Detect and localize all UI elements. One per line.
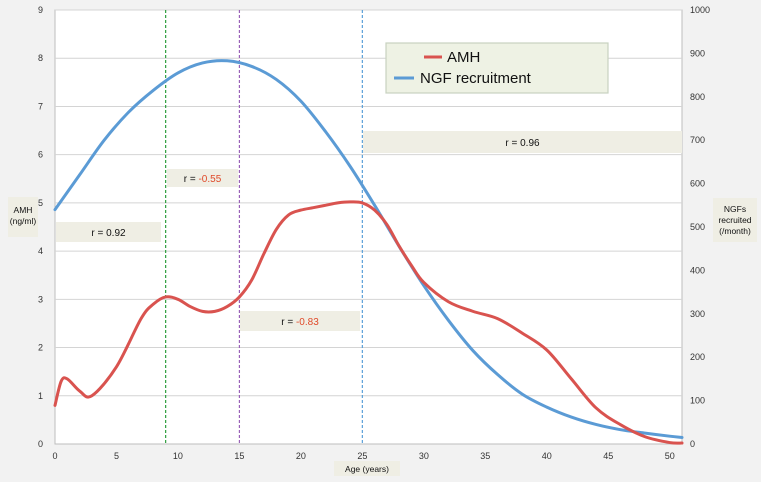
y-left-tick: 1: [38, 391, 43, 401]
r-annotation-prefix: r =: [184, 174, 199, 185]
y-left-title-line-2: (ng/ml): [10, 216, 37, 226]
gridlines: [55, 9, 682, 397]
r-annotation-label: r = -0.55: [184, 174, 222, 185]
y-left-tick: 5: [38, 198, 43, 208]
y-right-tick: 100: [690, 396, 705, 406]
r-annotation-value: -0.55: [198, 174, 221, 185]
x-axis-title-text: Age (years): [345, 464, 389, 474]
r-annotation: r = 0.92: [56, 222, 161, 242]
y-right-tick: 900: [690, 48, 705, 58]
series-line-ngf: [53, 59, 684, 439]
correlation-annotations: r = 0.92r = -0.55r = -0.83r = 0.96: [56, 131, 682, 331]
r-annotation-box: [363, 131, 682, 153]
x-tick: 45: [603, 451, 613, 461]
x-tick: 35: [480, 451, 490, 461]
x-tick: 40: [542, 451, 552, 461]
r-annotation-label: r = 0.92: [91, 228, 126, 239]
y-right-title-line-3: (/month): [719, 226, 751, 236]
r-annotation: r = 0.96: [363, 131, 682, 153]
y-left-tick: 7: [38, 101, 43, 111]
y-right-tick: 600: [690, 179, 705, 189]
series-line-amh: [53, 200, 684, 445]
y-left-tick: 2: [38, 343, 43, 353]
r-annotation-box: [167, 169, 238, 187]
x-tick: 25: [357, 451, 367, 461]
x-tick: 15: [234, 451, 244, 461]
y-left-tick: 9: [38, 5, 43, 15]
x-axis-title: Age (years): [334, 461, 400, 476]
r-annotation: r = -0.83: [240, 311, 360, 331]
y-right-tick: 500: [690, 222, 705, 232]
r-annotation-label: r = -0.83: [281, 317, 319, 328]
legend-label-amh: AMH: [447, 49, 480, 66]
y-left-tick: 3: [38, 294, 43, 304]
legend: AMH NGF recruitment: [385, 42, 609, 94]
r-annotation: r = -0.55: [167, 169, 238, 187]
tick-labels: 0123456789010020030040050060070080090010…: [38, 5, 710, 461]
y-left-title-line-1: AMH: [14, 205, 33, 215]
r-annotation-label: r = 0.96: [505, 138, 540, 149]
y-right-title: NGFs recruited (/month): [713, 198, 757, 242]
r-annotation-value: -0.83: [296, 317, 319, 328]
r-annotation-value: 0.92: [106, 228, 126, 239]
series-lines: [53, 59, 684, 445]
r-annotation-prefix: r =: [91, 228, 106, 239]
r-annotation-box: [56, 222, 161, 242]
y-left-tick: 6: [38, 150, 43, 160]
legend-label-ngf: NGF recruitment: [420, 70, 532, 87]
x-tick: 20: [296, 451, 306, 461]
y-right-title-line-2: recruited: [718, 215, 751, 225]
y-right-tick: 200: [690, 352, 705, 362]
y-right-tick: 800: [690, 92, 705, 102]
y-left-tick: 8: [38, 53, 43, 63]
r-annotation-box: [240, 311, 360, 331]
x-tick: 30: [419, 451, 429, 461]
y-left-title: AMH (ng/ml): [8, 197, 38, 237]
r-annotation-value: 0.96: [520, 138, 540, 149]
y-left-tick: 4: [38, 246, 43, 256]
y-left-tick: 0: [38, 439, 43, 449]
y-right-tick: 700: [690, 135, 705, 145]
r-annotation-prefix: r =: [505, 138, 520, 149]
x-tick: 5: [114, 451, 119, 461]
y-right-tick: 400: [690, 265, 705, 275]
r-annotation-prefix: r =: [281, 317, 296, 328]
y-right-tick: 300: [690, 309, 705, 319]
y-right-tick: 1000: [690, 5, 710, 15]
x-tick: 0: [52, 451, 57, 461]
y-right-tick: 0: [690, 439, 695, 449]
x-tick: 50: [665, 451, 675, 461]
y-right-title-line-1: NGFs: [724, 204, 746, 214]
x-tick: 10: [173, 451, 183, 461]
